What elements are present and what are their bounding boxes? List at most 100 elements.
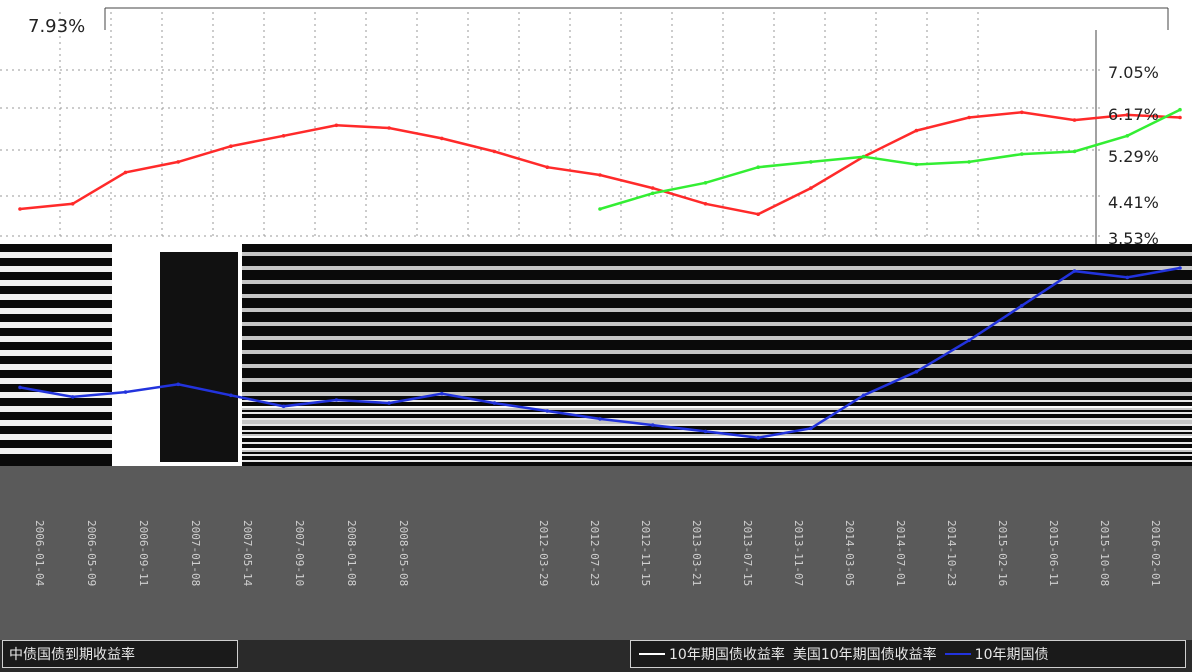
date-tick-label: 2013-11-07: [792, 520, 805, 586]
band-right: [242, 364, 1192, 368]
series-point-1: [1072, 269, 1077, 273]
legend-swatch-3: [944, 653, 971, 655]
series-line-3: [599, 108, 1181, 211]
series-point-1: [387, 401, 391, 405]
series-point-1: [176, 382, 180, 387]
band-fine: [242, 448, 1192, 450]
series-point-2: [440, 136, 444, 141]
band-left: [0, 322, 112, 328]
series-point-2: [1178, 115, 1182, 120]
band-right: [242, 252, 1192, 256]
band-left: [0, 406, 112, 412]
band-left: [0, 252, 112, 258]
series-point-1: [598, 417, 602, 421]
series-point-1: [1125, 275, 1130, 280]
series-point-1: [123, 390, 128, 394]
series-point-2: [703, 202, 708, 206]
series-point-2: [1072, 118, 1077, 122]
y-tick-label-right: 4.41%: [1108, 193, 1159, 212]
y-tick-label-right: 7.05%: [1108, 63, 1159, 82]
legend-swatch-1: [639, 653, 665, 655]
series-point-1: [492, 401, 497, 405]
band-right: [242, 322, 1192, 326]
series-point-3: [967, 160, 971, 164]
date-tick-label: 2012-11-15: [639, 520, 652, 586]
series-point-1: [1020, 303, 1024, 308]
series-point-3: [1072, 149, 1077, 154]
date-tick-label: 2006-01-04: [33, 520, 46, 587]
date-tick-label: 2008-01-08: [345, 520, 358, 586]
y-tick-label-left: 7.93%: [28, 16, 85, 37]
band-left: [0, 266, 112, 272]
band-fine: [242, 418, 1192, 420]
date-tick-label: 2006-09-11: [137, 520, 150, 586]
band-right: [242, 336, 1192, 340]
band-fine: [242, 424, 1192, 426]
series-point-3: [861, 154, 866, 159]
legend-label-2: 美国10年期国债收益率: [792, 647, 937, 663]
series-point-1: [281, 404, 286, 409]
date-panel-bg: [0, 466, 1192, 640]
band-fine: [242, 430, 1192, 432]
band-left: [0, 434, 112, 440]
series-point-1: [861, 393, 866, 398]
series-point-2: [281, 134, 286, 138]
series-point-1: [967, 338, 971, 343]
series-point-1: [334, 398, 339, 402]
series-point-1: [1178, 266, 1182, 270]
date-tick-label: 2012-07-23: [588, 520, 601, 586]
date-tick-label: 2007-09-10: [293, 520, 306, 586]
series-point-2: [598, 173, 602, 177]
series-point-3: [703, 181, 708, 185]
date-tick-label: 2006-05-09: [85, 520, 98, 586]
series-point-1: [545, 409, 550, 413]
legend-label-3: 10年期国债: [974, 647, 1049, 663]
series-point-1: [440, 391, 444, 396]
date-tick-label: 2013-03-21: [690, 520, 703, 586]
upper-panel-bg: [0, 0, 1192, 244]
series-point-1: [703, 429, 708, 434]
series-point-2: [387, 126, 391, 130]
band-right: [242, 308, 1192, 312]
series-point-3: [1020, 152, 1024, 156]
date-tick-label: 2015-06-11: [1047, 520, 1060, 586]
series-point-2: [967, 115, 971, 120]
band-fine: [242, 412, 1192, 414]
band-right: [242, 350, 1192, 354]
date-tick-label: 2007-01-08: [189, 520, 202, 586]
y-tick-label-right: 6.17%: [1108, 105, 1159, 124]
series-point-3: [598, 207, 602, 211]
band-left: [0, 378, 112, 384]
band-fine: [242, 454, 1192, 456]
band-left: [0, 294, 112, 300]
series-point-2: [914, 128, 919, 133]
band-right: [242, 280, 1192, 284]
date-tick-label: 2013-07-15: [741, 520, 754, 586]
band-left: [0, 280, 112, 286]
right-axis-bg: [1000, 8, 1190, 244]
date-tick-label: 2012-03-29: [537, 520, 550, 586]
series-point-2: [650, 186, 655, 190]
band-fine: [242, 406, 1192, 408]
series-point-3: [1178, 107, 1182, 112]
series-point-3: [756, 165, 760, 169]
legend-item-3: 10年期国债: [944, 644, 1049, 664]
date-tick-label: 2007-05-14: [241, 520, 254, 587]
series-point-2: [229, 144, 233, 148]
series-point-1: [18, 385, 22, 390]
band-left: [0, 308, 112, 314]
date-tick-label: 2015-02-16: [996, 520, 1009, 586]
series-point-2: [334, 123, 339, 128]
legend-item-1: 10年期国债收益率: [639, 644, 785, 664]
band-fine: [242, 460, 1192, 462]
date-tick-label: 2015-10-08: [1098, 520, 1111, 586]
band-left: [0, 336, 112, 342]
band-right: [242, 294, 1192, 298]
series-point-3: [650, 191, 655, 196]
band-left: [0, 448, 112, 454]
series-point-2: [545, 165, 550, 169]
legend-left-label: 中债国债到期收益率: [9, 647, 135, 663]
series-point-3: [914, 162, 919, 167]
series-point-2: [70, 202, 75, 206]
